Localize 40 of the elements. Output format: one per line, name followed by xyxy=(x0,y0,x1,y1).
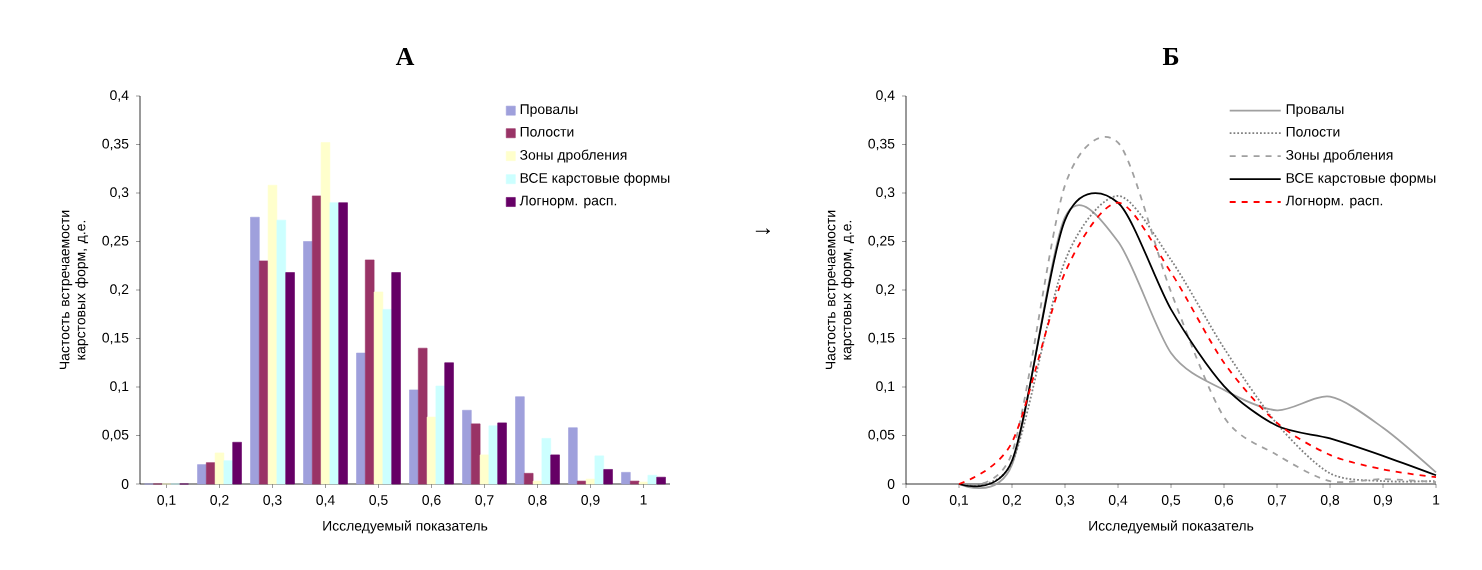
bar xyxy=(285,272,295,485)
bar xyxy=(382,309,392,485)
bar xyxy=(497,422,507,485)
bar xyxy=(568,427,578,485)
bar xyxy=(479,454,490,485)
bar xyxy=(197,464,207,485)
bar xyxy=(303,241,313,485)
bar xyxy=(267,184,278,485)
bar xyxy=(250,216,260,485)
bar xyxy=(391,272,401,485)
bar xyxy=(409,389,419,485)
bar xyxy=(276,219,286,485)
bar xyxy=(223,460,233,485)
bar xyxy=(232,441,242,485)
bar xyxy=(656,476,666,485)
bar xyxy=(585,478,596,485)
bar xyxy=(524,473,534,485)
bar xyxy=(594,455,604,485)
bar xyxy=(356,352,366,485)
bar xyxy=(550,454,560,485)
bar xyxy=(338,202,348,485)
bar xyxy=(462,409,472,485)
bar xyxy=(488,425,498,485)
bar xyxy=(373,291,384,485)
bar xyxy=(515,396,525,485)
bar xyxy=(603,469,613,485)
bar xyxy=(471,423,481,485)
chart-title: А xyxy=(395,47,415,65)
bar xyxy=(214,452,225,485)
bar xyxy=(418,347,428,485)
bar xyxy=(621,472,631,485)
bar xyxy=(320,142,331,485)
bar xyxy=(435,385,445,485)
bar xyxy=(647,474,657,485)
bar xyxy=(444,362,454,485)
chart-title: Б xyxy=(1162,48,1179,65)
bar xyxy=(329,202,339,485)
text: → xyxy=(755,228,770,235)
bar xyxy=(541,438,551,485)
bar xyxy=(426,416,437,485)
